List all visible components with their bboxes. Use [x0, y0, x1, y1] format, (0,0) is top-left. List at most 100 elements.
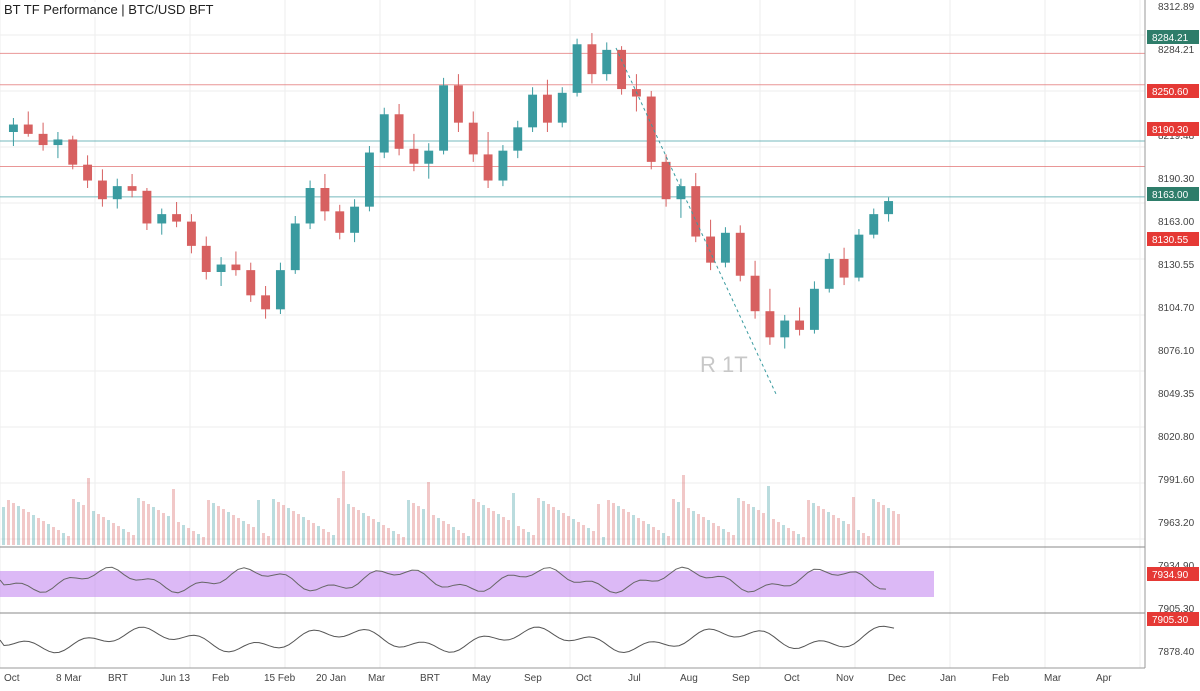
price-axis-label: 8104.70	[1158, 303, 1195, 314]
candle-body	[364, 152, 374, 207]
volume-bar	[232, 515, 235, 545]
candle-body	[483, 154, 493, 181]
volume-bar	[782, 525, 785, 545]
price-badge-text: 8250.60	[1152, 87, 1189, 98]
volume-bar	[92, 511, 95, 545]
volume-bar	[372, 519, 375, 545]
volume-bar	[42, 521, 45, 545]
price-axis-label: 8020.80	[1158, 432, 1195, 443]
volume-bar	[752, 507, 755, 545]
volume-bar	[257, 500, 260, 545]
volume-bar	[517, 526, 520, 545]
volume-bar	[502, 517, 505, 545]
candle-body	[290, 223, 300, 271]
volume-bar	[352, 507, 355, 545]
volume-bar	[87, 478, 90, 545]
volume-bar	[442, 521, 445, 545]
candle-body	[157, 214, 167, 224]
candle-body	[68, 139, 78, 165]
candle-body	[824, 258, 834, 289]
time-axis-label: 15 Feb	[264, 673, 296, 684]
volume-bar	[512, 493, 515, 545]
candle-body	[646, 96, 656, 162]
candle-body	[750, 275, 760, 312]
price-badge-bg	[1147, 187, 1199, 201]
volume-bar	[472, 499, 475, 545]
volume-bar	[187, 528, 190, 545]
volume-bar	[452, 527, 455, 545]
price-axis-label: 7934.90	[1158, 561, 1195, 572]
volume-bar	[402, 537, 405, 545]
volume-bar	[727, 532, 730, 545]
volume-bar	[772, 519, 775, 545]
price-axis-label: 8130.55	[1158, 260, 1195, 271]
price-axis-label: 7878.40	[1158, 647, 1195, 658]
candle-body	[468, 122, 478, 155]
volume-bar	[422, 509, 425, 545]
candle-body	[231, 264, 241, 271]
volume-bar	[197, 534, 200, 545]
chart-title: BT TF Performance | BTC/USD BFT	[2, 2, 216, 17]
candle-body	[320, 188, 330, 212]
grid-lines	[0, 0, 1145, 668]
candle-body	[765, 311, 775, 338]
candle-body	[706, 236, 716, 263]
volume-bar	[432, 515, 435, 545]
price-badge-text: 8130.55	[1152, 235, 1189, 246]
price-axis-label: 8312.89	[1158, 2, 1195, 13]
candle-body	[201, 245, 211, 272]
volume-bar	[202, 537, 205, 545]
volume-bar	[62, 533, 65, 545]
volume-bar	[12, 503, 15, 545]
oscillator-line	[0, 625, 895, 654]
candle-body	[350, 206, 360, 233]
time-axis-label: Mar	[1044, 673, 1062, 684]
volume-bar	[692, 511, 695, 545]
volume-bar	[97, 514, 100, 545]
volume-bar	[447, 524, 450, 545]
time-axis-label: Jun 13	[160, 673, 190, 684]
rsi-line	[0, 566, 887, 594]
volume-bar	[132, 535, 135, 545]
candle-body	[602, 49, 612, 75]
volume-bar	[2, 507, 5, 545]
time-axis-label: 8 Mar	[56, 673, 82, 684]
price-badge-bg	[1147, 84, 1199, 98]
volume-bar	[217, 506, 220, 545]
volume-bar	[417, 506, 420, 545]
candle-body	[839, 258, 849, 278]
price-axis-label: 8219.48	[1158, 131, 1195, 142]
volume-bar	[267, 536, 270, 545]
volume-bar	[52, 527, 55, 545]
volume-bar	[22, 509, 25, 545]
candle-body	[112, 186, 122, 200]
volume-bar	[377, 522, 380, 545]
volume-bar	[487, 508, 490, 545]
volume-bar	[167, 516, 170, 545]
volume-bar	[847, 524, 850, 545]
volume-bar	[367, 516, 370, 545]
time-axis-label: Jan	[940, 673, 956, 684]
time-axis-label: May	[472, 673, 491, 684]
volume-bar	[237, 518, 240, 545]
candle-body	[795, 320, 805, 330]
candles-group	[8, 33, 894, 349]
volume-bar	[777, 522, 780, 545]
price-axis-label: 8076.10	[1158, 346, 1195, 357]
volume-bar	[482, 505, 485, 545]
time-axis-label: Mar	[368, 673, 386, 684]
price-axis-label: 8049.35	[1158, 389, 1195, 400]
volume-bar	[37, 518, 40, 545]
volume-bar	[277, 502, 280, 545]
volume-bar	[682, 475, 685, 545]
volume-bar	[677, 502, 680, 545]
volume-bar	[322, 529, 325, 545]
volume-bar	[647, 524, 650, 545]
volume-group	[2, 471, 900, 545]
volume-bar	[347, 504, 350, 545]
volume-bar	[742, 501, 745, 545]
volume-bar	[137, 498, 140, 545]
volume-bar	[127, 532, 130, 545]
volume-bar	[617, 506, 620, 545]
volume-bar	[182, 525, 185, 545]
